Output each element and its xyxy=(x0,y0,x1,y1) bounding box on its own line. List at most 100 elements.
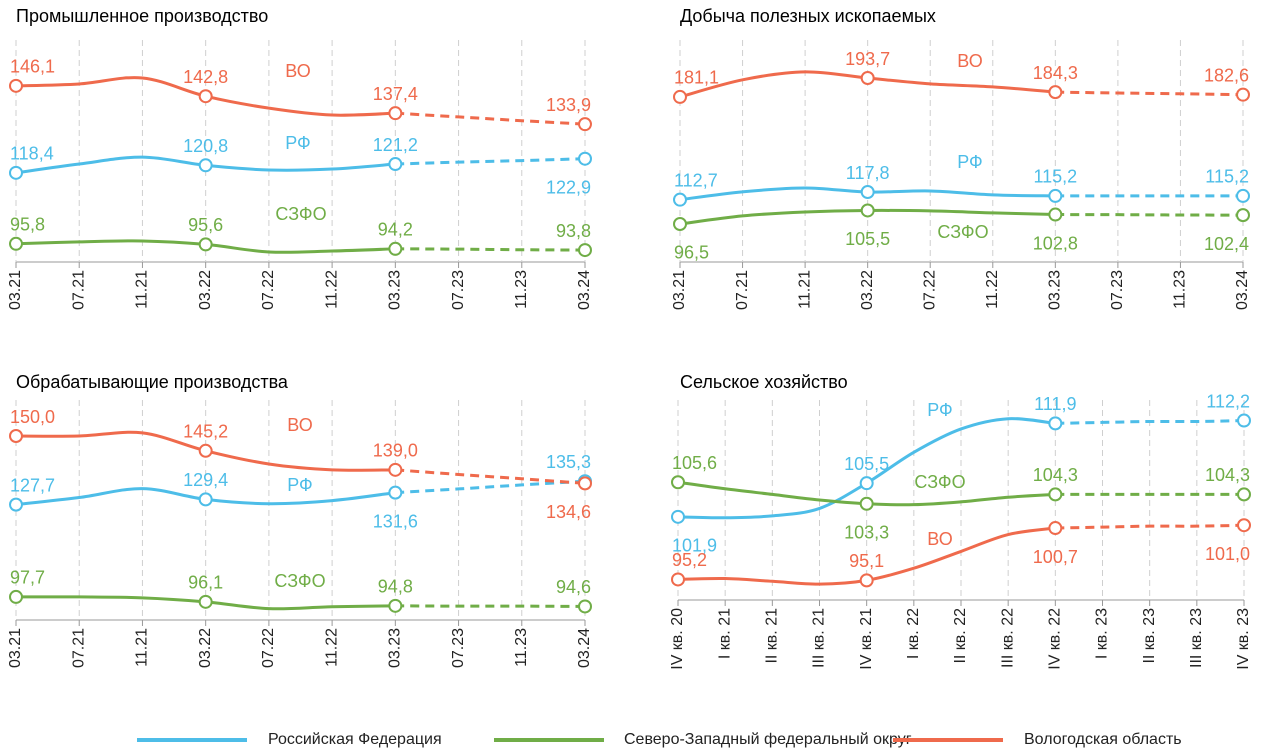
marker xyxy=(578,151,592,166)
forecast-line xyxy=(1055,523,1245,530)
data-label: 112,7 xyxy=(674,170,718,190)
data-label: 145,2 xyxy=(183,422,228,442)
data-label: 101,0 xyxy=(1205,544,1250,564)
x-tick-label: 03.22 xyxy=(197,628,214,668)
marker xyxy=(198,89,213,104)
x-tick-label: IV кв. 23 xyxy=(1235,608,1252,670)
forecast-line xyxy=(1055,90,1244,97)
marker xyxy=(1237,413,1251,428)
x-tick-label: 07.23 xyxy=(450,628,467,668)
marker xyxy=(860,185,875,200)
data-label: 95,6 xyxy=(188,215,223,235)
marker xyxy=(388,462,403,477)
marker xyxy=(860,203,875,218)
data-label: 105,6 xyxy=(672,453,717,473)
x-tick-label: 03.24 xyxy=(1234,270,1251,310)
x-tick-label: IV кв. 22 xyxy=(1047,608,1064,670)
data-label: 135,3 xyxy=(546,452,591,472)
x-tick-label: 07.21 xyxy=(734,270,751,310)
marker xyxy=(860,71,875,86)
data-label: 122,9 xyxy=(546,177,591,197)
x-tick-label: I кв. 23 xyxy=(1094,608,1111,659)
marker xyxy=(1048,207,1063,222)
series-label: СЗФО xyxy=(274,571,325,591)
x-tick-label: 11.21 xyxy=(796,270,813,309)
data-label: 150,0 xyxy=(10,407,55,427)
x-tick-label: 11.21 xyxy=(134,270,151,309)
x-tick-label: I кв. 22 xyxy=(905,608,922,659)
x-tick-label: 07.22 xyxy=(260,270,277,310)
marker xyxy=(1236,208,1250,223)
marker xyxy=(198,158,213,173)
x-tick-label: IV кв. 21 xyxy=(858,608,875,670)
x-tick-label: 11.22 xyxy=(323,270,340,309)
data-label: 112,2 xyxy=(1206,391,1250,411)
data-label: 137,4 xyxy=(373,84,418,104)
data-label: 93,8 xyxy=(556,221,591,241)
series-label: ВО xyxy=(927,529,952,549)
data-label: 129,4 xyxy=(183,470,228,490)
marker xyxy=(1048,85,1063,100)
x-tick-label: I кв. 21 xyxy=(716,608,733,659)
marker xyxy=(1236,87,1250,102)
marker xyxy=(1237,487,1251,502)
data-label: 111,9 xyxy=(1034,394,1076,414)
forecast-line xyxy=(395,247,586,252)
marker xyxy=(9,165,23,180)
data-label: 94,2 xyxy=(378,220,413,240)
x-tick-label: 03.22 xyxy=(197,270,214,310)
data-label: 146,1 xyxy=(10,57,55,77)
x-tick-label: 07.22 xyxy=(921,270,938,310)
x-tick-label: 11.22 xyxy=(323,628,340,667)
series-label: РФ xyxy=(927,400,953,420)
x-tick-label: 03.23 xyxy=(387,628,404,668)
x-tick-label: II кв. 21 xyxy=(764,608,781,664)
x-tick-label: IV кв. 20 xyxy=(669,608,686,670)
marker xyxy=(673,216,687,231)
x-tick-label: 03.21 xyxy=(671,270,688,310)
legend-label: Вологодская область xyxy=(1024,731,1182,748)
data-label: 96,1 xyxy=(188,573,223,593)
data-label: 142,8 xyxy=(183,67,228,87)
series-label: РФ xyxy=(285,133,311,153)
data-label: 131,6 xyxy=(373,511,418,531)
x-tick-label: 07.21 xyxy=(70,628,87,668)
marker xyxy=(578,476,592,491)
marker xyxy=(671,572,685,587)
data-label: 95,2 xyxy=(672,550,707,570)
marker xyxy=(673,89,687,104)
data-label: 117,8 xyxy=(846,163,890,183)
series-label: ВО xyxy=(287,415,312,435)
x-tick-label: 07.21 xyxy=(70,270,87,310)
marker xyxy=(671,475,685,490)
data-label: 121,2 xyxy=(373,135,418,155)
marker xyxy=(388,106,403,121)
data-label: 95,8 xyxy=(10,215,45,235)
x-tick-label: 11.23 xyxy=(1172,270,1189,309)
chart-title: Сельское хозяйство xyxy=(680,372,848,392)
chart-title: Промышленное производство xyxy=(16,6,268,26)
forecast-line xyxy=(395,479,586,495)
data-label: 97,7 xyxy=(10,568,45,588)
data-label: 105,5 xyxy=(844,454,889,474)
x-tick-label: 03.21 xyxy=(7,628,24,668)
legend-label: Российская Федерация xyxy=(268,731,442,748)
x-tick-label: 07.23 xyxy=(450,270,467,310)
data-label: 103,3 xyxy=(844,522,889,542)
marker xyxy=(578,117,592,132)
data-label: 102,8 xyxy=(1033,233,1078,253)
x-tick-label: 03.23 xyxy=(1047,270,1064,310)
series-label: СЗФО xyxy=(275,204,326,224)
x-tick-label: II кв. 22 xyxy=(952,608,969,664)
data-label: 120,8 xyxy=(183,136,228,156)
marker xyxy=(9,236,23,251)
data-label: 139,0 xyxy=(373,441,418,461)
marker xyxy=(388,241,403,256)
marker xyxy=(1048,521,1063,536)
x-tick-label: 11.23 xyxy=(513,270,530,309)
forecast-line xyxy=(1055,419,1245,425)
data-label: 181,1 xyxy=(674,68,719,88)
data-label: 115,2 xyxy=(1033,167,1077,187)
x-tick-label: 03.21 xyxy=(7,270,24,310)
